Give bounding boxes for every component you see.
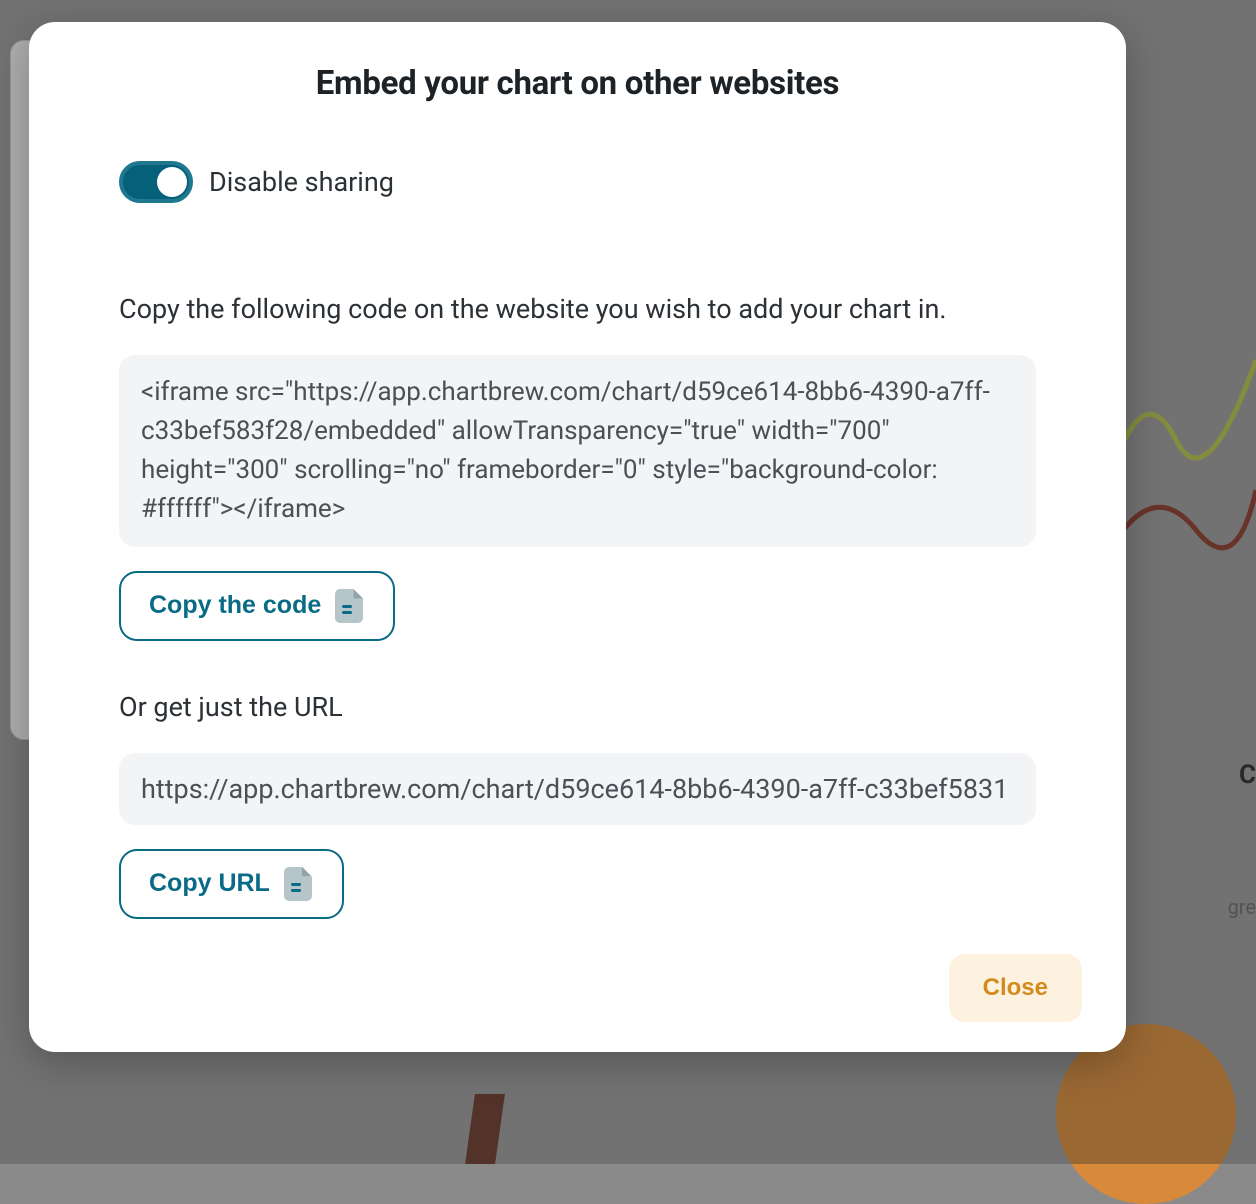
- copy-url-button[interactable]: Copy URL: [119, 849, 344, 919]
- url-instruction-text: Or get just the URL: [119, 689, 1036, 727]
- clipboard-icon: [335, 589, 365, 623]
- close-button-label: Close: [983, 974, 1048, 1001]
- modal-title: Embed your chart on other websites: [119, 64, 1036, 103]
- close-button[interactable]: Close: [949, 954, 1082, 1022]
- disable-sharing-toggle[interactable]: [119, 161, 193, 203]
- toggle-knob: [157, 167, 187, 197]
- copy-code-button-label: Copy the code: [149, 591, 321, 620]
- copy-code-button[interactable]: Copy the code: [119, 571, 395, 641]
- clipboard-icon: [284, 867, 314, 901]
- disable-sharing-row: Disable sharing: [119, 161, 1036, 203]
- disable-sharing-label: Disable sharing: [209, 166, 394, 198]
- embed-code-block[interactable]: <iframe src="https://app.chartbrew.com/c…: [119, 355, 1036, 547]
- embed-chart-modal: Embed your chart on other websites Disab…: [29, 22, 1126, 1052]
- copy-url-button-label: Copy URL: [149, 869, 270, 898]
- embed-instruction-text: Copy the following code on the website y…: [119, 291, 1036, 329]
- embed-url-block[interactable]: https://app.chartbrew.com/chart/d59ce614…: [119, 753, 1036, 825]
